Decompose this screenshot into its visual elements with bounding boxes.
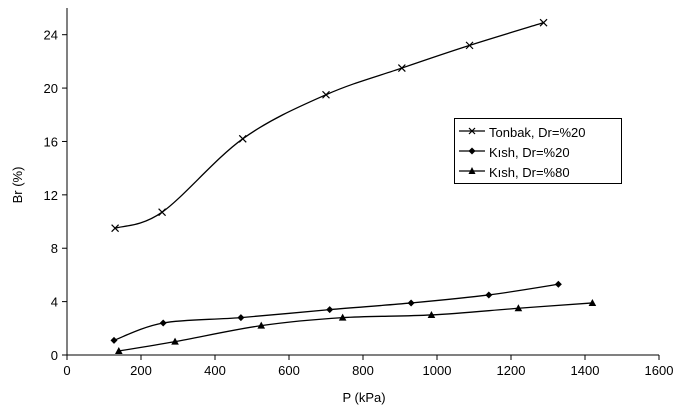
data-point [257, 321, 266, 329]
marker-stroke [465, 41, 474, 50]
data-point [397, 64, 406, 72]
y-tick-label: 24 [44, 28, 58, 43]
y-tick-label: 16 [44, 134, 58, 149]
x-tick-label: 600 [278, 363, 300, 378]
data-point [110, 336, 118, 344]
x-tick-label: 1600 [645, 363, 674, 378]
data-point [237, 314, 245, 322]
x-tick-label: 0 [63, 363, 70, 378]
y-tick-label: 12 [44, 188, 58, 203]
marker-stroke [158, 208, 167, 217]
legend-item-kish-80: Kısh, Dr=%80 [459, 162, 619, 182]
data-point [514, 304, 523, 312]
x-tick-label: 1200 [497, 363, 526, 378]
x-axis-label: P (kPa) [342, 390, 385, 405]
data-point [171, 337, 179, 345]
legend-item-kish-20: Kısh, Dr=%20 [459, 142, 619, 162]
data-point [407, 299, 415, 307]
marker-stroke [539, 18, 548, 27]
marker-stroke [397, 64, 406, 72]
legend-label: Kısh, Dr=%80 [489, 165, 570, 180]
marker-stroke [238, 134, 247, 143]
y-tick-label: 8 [51, 241, 58, 256]
legend-label: Kısh, Dr=%20 [489, 145, 570, 160]
x-tick-label: 400 [204, 363, 226, 378]
y-tick-label: 4 [51, 295, 58, 310]
x-tick-label: 200 [130, 363, 152, 378]
data-point [427, 310, 436, 318]
y-tick-label: 20 [44, 81, 58, 96]
data-point [588, 298, 597, 306]
data-point [159, 319, 167, 327]
data-point [326, 306, 334, 314]
series-line [113, 283, 559, 341]
x-tick-label: 1000 [423, 363, 452, 378]
series-layer [110, 18, 597, 354]
data-point [322, 90, 330, 99]
data-point [539, 18, 548, 27]
data-point [115, 346, 123, 354]
legend-line-x-marker-icon [459, 127, 485, 135]
data-point [238, 134, 247, 143]
legend-item-tonbak: Tonbak, Dr=%20 [459, 122, 619, 142]
data-point [465, 41, 474, 50]
data-point [485, 291, 493, 299]
legend-label: Tonbak, Dr=%20 [489, 125, 586, 140]
legend: Tonbak, Dr=%20 Kısh, Dr=%20 Kısh, Dr=%80 [454, 118, 622, 184]
data-point [338, 313, 347, 321]
marker-stroke [322, 90, 330, 99]
x-tick-label: 800 [352, 363, 374, 378]
data-point [554, 280, 562, 288]
data-point [158, 208, 167, 217]
axes: 0 200 400 600 800 1000 1200 1400 1600 0 4 8 12 16 20 24 [44, 8, 674, 378]
y-tick-label: 0 [51, 348, 58, 363]
x-tick-label: 1400 [571, 363, 600, 378]
marker-stroke [111, 224, 120, 233]
legend-line-triangle-marker-icon [459, 167, 485, 174]
data-point [111, 224, 120, 233]
y-axis-label: Br (%) [10, 167, 25, 204]
legend-line-diamond-marker-icon [459, 147, 485, 155]
